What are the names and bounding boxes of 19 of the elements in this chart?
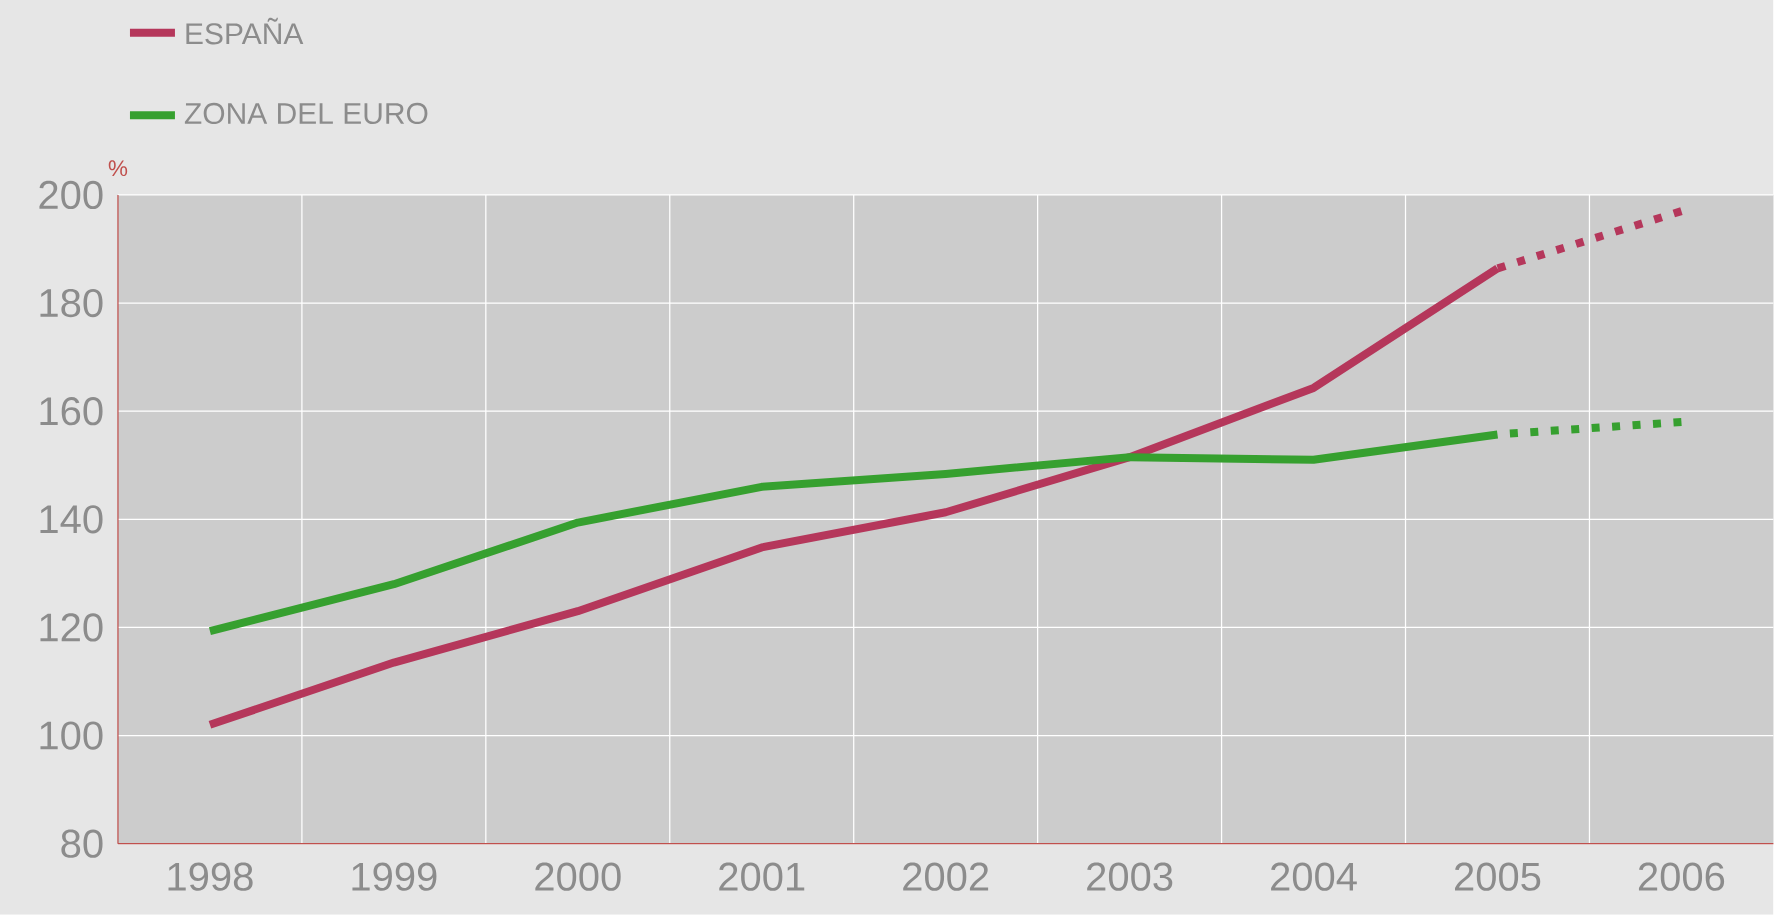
y-tick-label: 120 [40,613,103,642]
x-tick-label: 2004 [1271,862,1357,891]
legend-label: ESPAÑA [186,17,304,45]
y-tick-label: 80 [61,829,103,859]
x-tick-label: 2000 [535,862,621,891]
y-tick-label: 160 [40,397,103,426]
x-tick-label: 2002 [903,862,989,891]
y-tick-label: 140 [40,505,103,534]
y-tick-label: 180 [40,289,103,318]
x-tick-label: 2003 [1087,862,1173,891]
x-tick-label: 2005 [1455,862,1541,891]
legend-label: ZONA DEL EURO [184,103,428,125]
x-tick-label: 2006 [1638,862,1725,891]
x-tick-label: 2001 [719,862,805,891]
x-tick-label: 1998 [168,862,253,891]
x-tick-label: 1999 [352,862,437,891]
y-tick-label: 200 [39,180,103,210]
y-axis-title: % [108,160,128,177]
y-tick-label: 100 [40,721,103,750]
